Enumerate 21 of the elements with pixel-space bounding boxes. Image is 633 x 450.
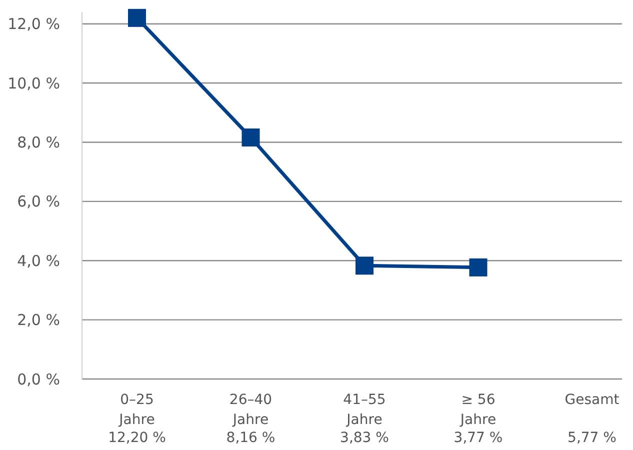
x-tick-label: 26–40 Jahre xyxy=(229,392,272,428)
y-tick-label: 10,0 % xyxy=(8,74,60,92)
y-tick-label: 4,0 % xyxy=(17,252,60,270)
point xyxy=(242,128,260,146)
text: 3,77 % xyxy=(454,430,503,446)
point xyxy=(128,8,146,27)
y-tick-label: 6,0 % xyxy=(17,192,60,211)
x-tick-label: 41–55 Jahre xyxy=(343,392,386,428)
point xyxy=(356,256,374,275)
text: 5,77 % xyxy=(568,430,616,446)
x-tick-label: ≥ 56 Jahre xyxy=(459,392,496,428)
x-tick-label: Gesamt xyxy=(564,392,620,408)
y-tick-label: 0,0 % xyxy=(17,370,60,388)
x-tick-label: 0–25 Jahre xyxy=(118,392,155,428)
point xyxy=(469,258,488,276)
y-tick-label: 8,0 % xyxy=(17,133,60,152)
text: 12,20 % xyxy=(108,430,166,446)
text: 3,83 % xyxy=(340,430,389,446)
text: 8,16 % xyxy=(226,430,276,446)
y-tick-label: 12,0 % xyxy=(8,15,60,34)
y-tick-label: 2,0 % xyxy=(17,311,60,330)
